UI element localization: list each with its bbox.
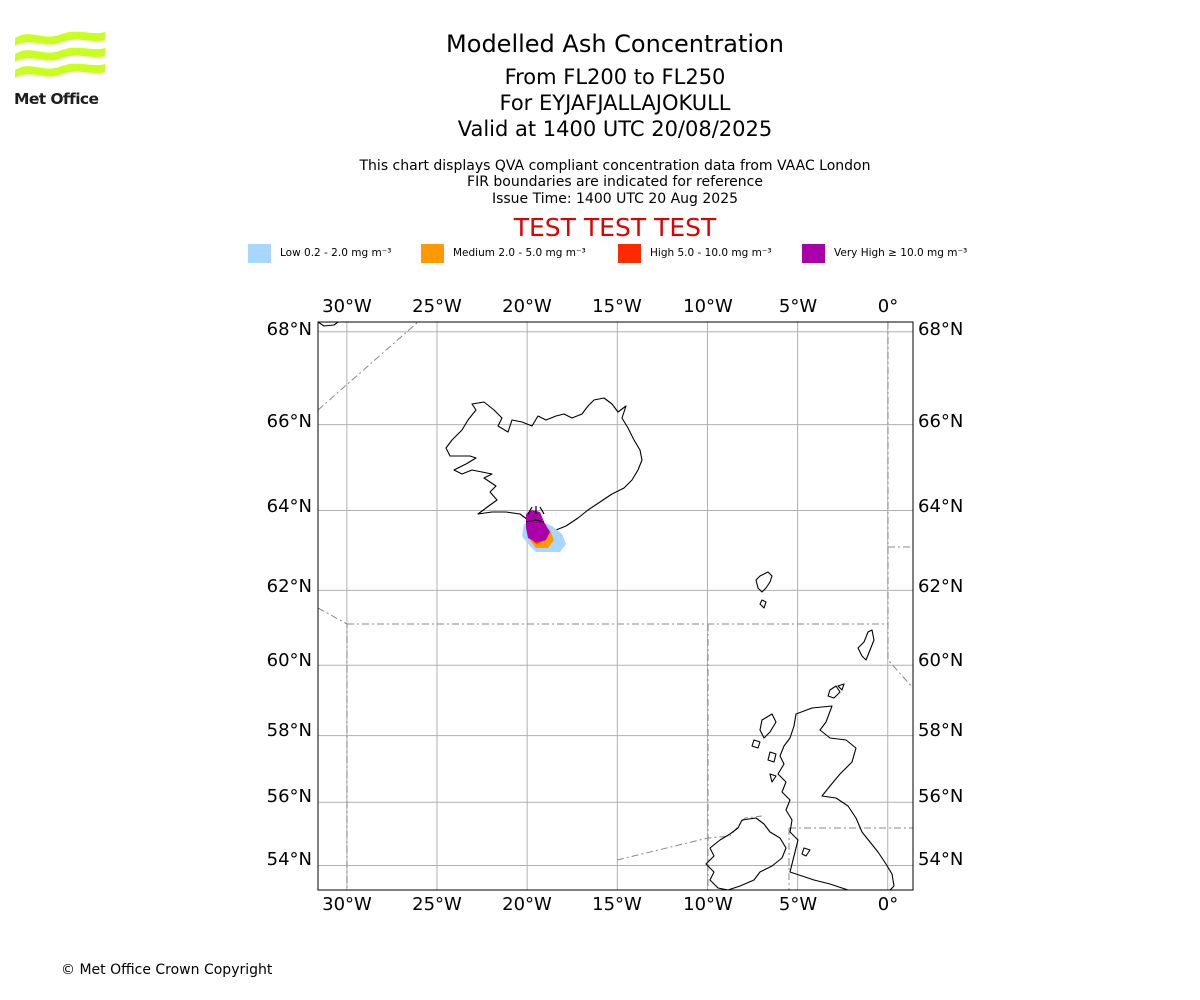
chart-description: This chart displays QVA compliant concen… [359,158,871,174]
longitude-label-top-15w: 15°W [592,296,642,317]
fir-note: FIR boundaries are indicated for referen… [467,174,763,190]
test-banner: TEST TEST TEST [513,213,717,242]
ash-area-very-high [526,510,550,542]
latitude-label-left-68n: 68°N [267,319,312,340]
map-frame [317,321,914,891]
latitude-label-left-60n: 60°N [267,650,312,671]
legend-label-medium: Medium 2.0 - 5.0 mg m⁻³ [453,247,586,259]
latitude-label-right-62n: 62°N [918,576,963,597]
latitude-label-right-68n: 68°N [918,319,963,340]
latitude-label-right-60n: 60°N [918,650,963,671]
graticule [318,322,913,890]
latitude-label-right-56n: 56°N [918,786,963,807]
legend-label-high: High 5.0 - 10.0 mg m⁻³ [650,247,772,259]
longitude-label-bottom-20w: 20°W [502,894,552,915]
longitude-label-top-0: 0° [878,296,898,317]
fir-boundary-greenwich [887,322,913,689]
copyright-notice: © Met Office Crown Copyright [61,962,273,978]
longitude-label-top-20w: 20°W [502,296,552,317]
legend-swatch-very-high [802,244,825,263]
met-office-wordmark: Met Office [14,90,99,108]
coastline-greenland-corner [318,322,339,327]
coastline-shetland [857,629,875,661]
coastlines [318,322,895,890]
longitude-label-bottom-25w: 25°W [412,894,462,915]
coastline-orkney [827,683,845,699]
volcano-marker [525,506,545,523]
chart-title: Modelled Ash Concentration [446,30,784,58]
ash-plume [522,510,566,552]
longitude-label-bottom-10w: 10°W [683,894,733,915]
longitude-label-bottom-15w: 15°W [592,894,642,915]
legend-swatch-low [248,244,271,263]
volcano-name: For EYJAFJALLAJOKULL [499,91,731,115]
longitude-label-bottom-5w: 5°W [779,894,817,915]
met-office-wave-emblem [15,31,105,78]
legend-label-very-high: Very High ≥ 10.0 mg m⁻³ [834,247,968,259]
coastline-ireland [705,817,787,890]
map-frame-background [318,322,913,890]
coastline-faroe-islands [755,571,773,609]
issue-time: Issue Time: 1400 UTC 20 Aug 2025 [491,191,739,207]
latitude-label-left-58n: 58°N [267,720,312,741]
latitude-label-left-66n: 66°N [267,411,312,432]
fir-boundaries [318,322,913,890]
longitude-label-top-25w: 25°W [412,296,462,317]
longitude-label-top-30w: 30°W [322,296,372,317]
legend-swatch-medium [421,244,444,263]
longitude-label-bottom-30w: 30°W [322,894,372,915]
latitude-label-left-62n: 62°N [267,576,312,597]
longitude-label-bottom-0: 0° [878,894,898,915]
legend-label-low: Low 0.2 - 2.0 mg m⁻³ [280,247,392,259]
flight-level-range: From FL200 to FL250 [504,65,726,89]
coastline-great-britain [777,705,895,890]
fir-boundary-northwest [318,322,419,411]
latitude-label-right-64n: 64°N [918,496,963,517]
longitude-label-top-10w: 10°W [683,296,733,317]
fir-boundary-irish-sea [616,815,763,861]
latitude-label-left-54n: 54°N [267,849,312,870]
latitude-label-left-64n: 64°N [267,496,312,517]
longitude-label-top-5w: 5°W [779,296,817,317]
coastline-hebrides [751,713,811,857]
met-office-logo: Met Office [14,30,114,112]
latitude-label-right-54n: 54°N [918,849,963,870]
latitude-label-right-66n: 66°N [918,411,963,432]
latitude-label-right-58n: 58°N [918,720,963,741]
latitude-label-left-56n: 56°N [267,786,312,807]
coastline-iceland [445,397,643,531]
legend-swatch-high [618,244,641,263]
valid-time: Valid at 1400 UTC 20/08/2025 [457,117,773,141]
